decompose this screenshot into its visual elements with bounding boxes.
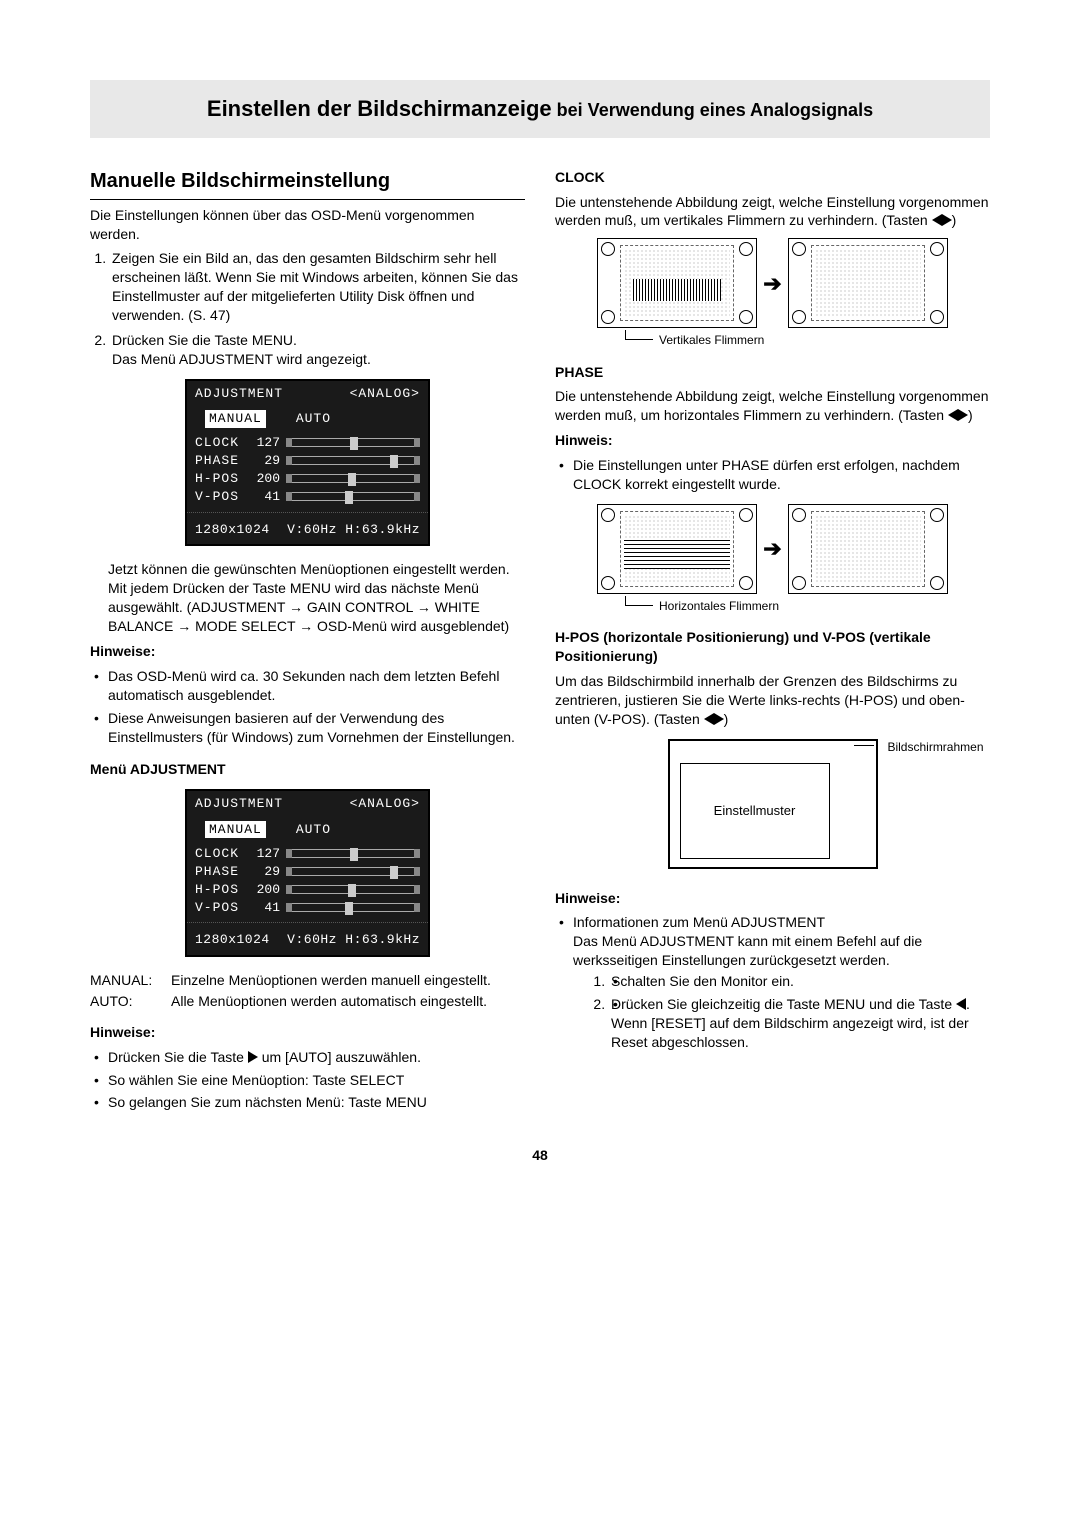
text: Informationen zum Menü ADJUSTMENT bbox=[573, 914, 825, 930]
hpos-label: H-POS (horizontale Positionierung) und V… bbox=[555, 628, 990, 666]
section-heading: Manuelle Bildschirmeinstellung bbox=[90, 168, 525, 195]
hinweis-item: Das OSD-Menü wird ca. 30 Sekunden nach d… bbox=[90, 667, 525, 705]
screen-frame: Bildschirmrahmen Einstellmuster bbox=[668, 739, 878, 869]
frame-label: Bildschirmrahmen bbox=[887, 739, 983, 755]
steps-list: Zeigen Sie ein Bild an, das den gesamten… bbox=[90, 249, 525, 368]
right-column: CLOCK Die untenstehende Abbildung zeigt,… bbox=[555, 168, 990, 1123]
clock-text: Die untenstehende Abbildung zeigt, welch… bbox=[555, 193, 990, 231]
page-title-sub: bei Verwendung eines Analogsignals bbox=[552, 100, 873, 120]
page-title-bar: Einstellen der Bildschirmanzeige bei Ver… bbox=[90, 80, 990, 138]
reset-steps: Schalten Sie den Monitor ein. Drücken Si… bbox=[573, 972, 990, 1052]
osd-menu-1: ADJUSTMENT<ANALOG>MANUALAUTOCLOCK127PHAS… bbox=[185, 379, 430, 547]
heading-rule bbox=[90, 199, 525, 200]
clock-label: CLOCK bbox=[555, 168, 990, 187]
text: Drücken Sie gleichzeitig die Taste MENU … bbox=[611, 996, 956, 1012]
hinweise-label-3: Hinweise: bbox=[555, 889, 990, 908]
flicker-after-box bbox=[788, 238, 948, 328]
text: Um das Bildschirmbild innerhalb der Gren… bbox=[555, 673, 965, 727]
manual-label: MANUAL: bbox=[90, 971, 165, 990]
step-2: Drücken Sie die Taste MENU.Das Menü ADJU… bbox=[110, 331, 525, 369]
auto-text: Alle Menüoptionen werden automatisch ein… bbox=[171, 992, 525, 1011]
hinweise-list-2: Drücken Sie die Taste um [AUTO] auszuwäh… bbox=[90, 1048, 525, 1113]
page-title-main: Einstellen der Bildschirmanzeige bbox=[207, 96, 552, 121]
right-arrow-icon bbox=[942, 214, 952, 226]
arrow-icon: ➔ bbox=[763, 534, 781, 564]
menu-adjustment-label: Menü ADJUSTMENT bbox=[90, 760, 525, 779]
step-1: Zeigen Sie ein Bild an, das den gesamten… bbox=[110, 249, 525, 325]
phase-label: PHASE bbox=[555, 363, 990, 382]
clock-figure: ➔ bbox=[555, 238, 990, 328]
osd-menu-2: ADJUSTMENT<ANALOG>MANUALAUTOCLOCK127PHAS… bbox=[185, 789, 430, 957]
hinweis-item: Diese Anweisungen basieren auf der Verwe… bbox=[90, 709, 525, 747]
clock-caption: Vertikales Flimmern bbox=[555, 330, 990, 348]
text: um [AUTO] auszuwählen. bbox=[258, 1049, 421, 1065]
hinweis-item: Die Einstellungen unter PHASE dürfen ers… bbox=[555, 456, 990, 494]
hinweise-label-2: Hinweise: bbox=[90, 1023, 525, 1042]
flicker-before-box bbox=[597, 238, 757, 328]
flicker-after-box bbox=[788, 504, 948, 594]
left-column: Manuelle Bildschirmeinstellung Die Einst… bbox=[90, 168, 525, 1123]
page-number: 48 bbox=[90, 1146, 990, 1165]
hinweis-label: Hinweis: bbox=[555, 431, 990, 450]
pattern-label: Einstellmuster bbox=[714, 802, 796, 820]
text: Wenn [RESET] auf dem Bildschirm angezeig… bbox=[611, 1015, 969, 1050]
left-arrow-icon bbox=[932, 214, 942, 226]
after-osd-text: Jetzt können die gewünschten Menüoptione… bbox=[90, 560, 525, 636]
hpos-figure: Bildschirmrahmen Einstellmuster bbox=[555, 739, 990, 869]
text: Das Menü ADJUSTMENT kann mit einem Befeh… bbox=[573, 933, 922, 968]
manual-text: Einzelne Menüoptionen werden manuell ein… bbox=[171, 971, 525, 990]
two-column-layout: Manuelle Bildschirmeinstellung Die Einst… bbox=[90, 168, 990, 1123]
hinweis-item: So wählen Sie eine Menüoption: Taste SEL… bbox=[90, 1071, 525, 1090]
right-arrow-icon bbox=[714, 713, 724, 725]
phase-figure: ➔ bbox=[555, 504, 990, 594]
hinweis-item: So gelangen Sie zum nächsten Menü: Taste… bbox=[90, 1093, 525, 1112]
flicker-before-box bbox=[597, 504, 757, 594]
left-arrow-icon bbox=[704, 713, 714, 725]
pattern-box: Einstellmuster bbox=[680, 763, 830, 859]
hpos-text: Um das Bildschirmbild innerhalb der Gren… bbox=[555, 672, 990, 729]
phase-hinweis-list: Die Einstellungen unter PHASE dürfen ers… bbox=[555, 456, 990, 494]
right-arrow-icon bbox=[248, 1051, 258, 1063]
hinweis-item: Drücken Sie die Taste um [AUTO] auszuwäh… bbox=[90, 1048, 525, 1067]
manual-auto-definitions: MANUAL: Einzelne Menüoptionen werden man… bbox=[90, 971, 525, 1011]
reset-step: Schalten Sie den Monitor ein. bbox=[609, 972, 990, 991]
reset-step: Drücken Sie gleichzeitig die Taste MENU … bbox=[609, 995, 990, 1052]
right-arrow-icon bbox=[958, 409, 968, 421]
hinweis-item: Informationen zum Menü ADJUSTMENT Das Me… bbox=[555, 913, 990, 1051]
phase-caption: Horizontales Flimmern bbox=[555, 596, 990, 614]
auto-label: AUTO: bbox=[90, 992, 165, 1011]
phase-text: Die untenstehende Abbildung zeigt, welch… bbox=[555, 387, 990, 425]
caption-text: Horizontales Flimmern bbox=[659, 599, 779, 613]
left-arrow-icon bbox=[956, 998, 966, 1010]
caption-text: Vertikales Flimmern bbox=[659, 333, 764, 347]
intro-text: Die Einstellungen können über das OSD-Me… bbox=[90, 206, 525, 244]
hinweise-list-3: Informationen zum Menü ADJUSTMENT Das Me… bbox=[555, 913, 990, 1051]
hinweise-list-1: Das OSD-Menü wird ca. 30 Sekunden nach d… bbox=[90, 667, 525, 747]
text: Drücken Sie die Taste bbox=[108, 1049, 248, 1065]
hinweise-label-1: Hinweise: bbox=[90, 642, 525, 661]
arrow-icon: ➔ bbox=[763, 269, 781, 299]
text: Die untenstehende Abbildung zeigt, welch… bbox=[555, 388, 989, 423]
text: Die untenstehende Abbildung zeigt, welch… bbox=[555, 194, 989, 229]
text: . bbox=[966, 996, 970, 1012]
left-arrow-icon bbox=[948, 409, 958, 421]
